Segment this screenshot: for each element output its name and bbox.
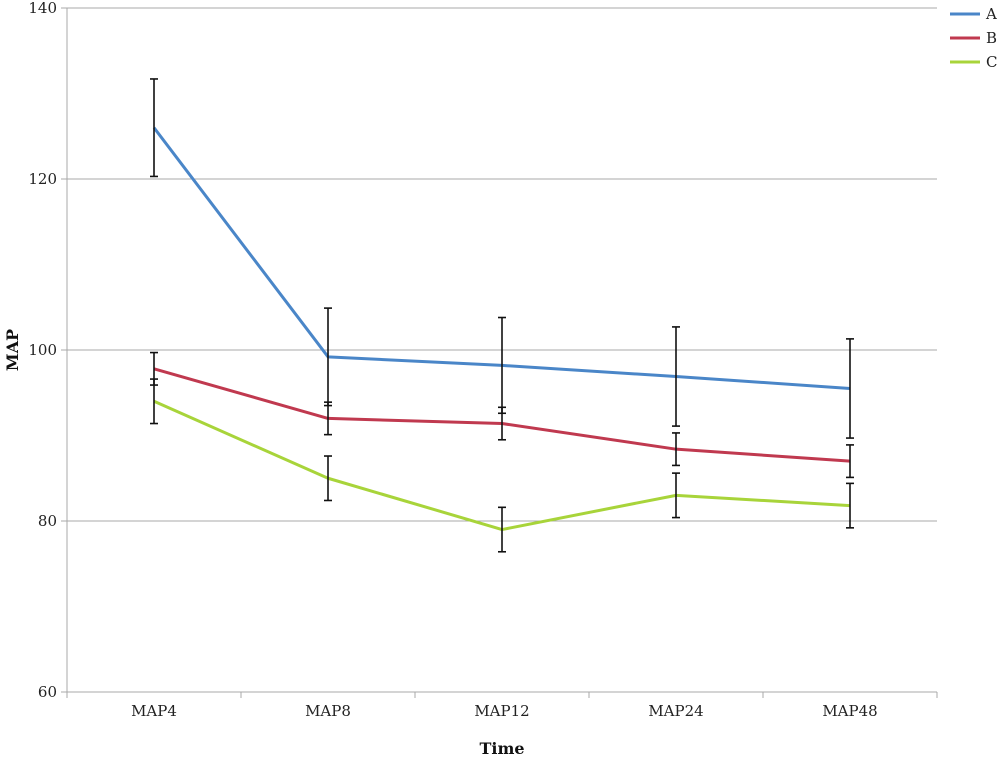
y-tick-label: 100 — [28, 341, 57, 359]
y-tick-labels: 60 80 100 120 140 — [28, 0, 67, 701]
legend-label: A — [985, 5, 997, 23]
y-tick-label: 80 — [38, 512, 57, 530]
legend-label: B — [986, 29, 997, 47]
y-tick-label: 60 — [38, 683, 57, 701]
legend-label: C — [986, 53, 997, 71]
x-tick-labels: MAP4 MAP8 MAP12 MAP24 MAP48 — [66, 692, 938, 720]
legend-item-c: C — [950, 53, 997, 71]
error-bars — [150, 78, 854, 553]
error-bar-a — [150, 78, 158, 178]
x-tick-label: MAP8 — [305, 702, 351, 720]
error-bar-b — [498, 406, 506, 441]
y-axis-title: MAP — [3, 329, 22, 371]
y-tick-label: 140 — [28, 0, 57, 17]
x-tick-label: MAP4 — [131, 702, 177, 720]
legend-item-b: B — [950, 29, 997, 47]
legend-item-a: A — [950, 5, 997, 23]
error-bar-c — [498, 506, 506, 553]
error-bar-b — [324, 401, 332, 436]
x-tick-label: MAP24 — [648, 702, 703, 720]
error-bar-c — [672, 472, 680, 519]
error-bar-a — [672, 326, 680, 427]
legend: ABC — [950, 5, 997, 71]
error-bar-c — [846, 482, 854, 529]
error-bar-b — [846, 444, 854, 479]
y-tick-label: 120 — [28, 170, 57, 188]
error-bar-c — [150, 378, 158, 425]
x-axis-title: Time — [479, 739, 524, 758]
error-bar-a — [846, 338, 854, 439]
error-bar-b — [672, 432, 680, 467]
error-bar-c — [324, 455, 332, 502]
x-tick-label: MAP48 — [822, 702, 877, 720]
x-tick-label: MAP12 — [474, 702, 529, 720]
